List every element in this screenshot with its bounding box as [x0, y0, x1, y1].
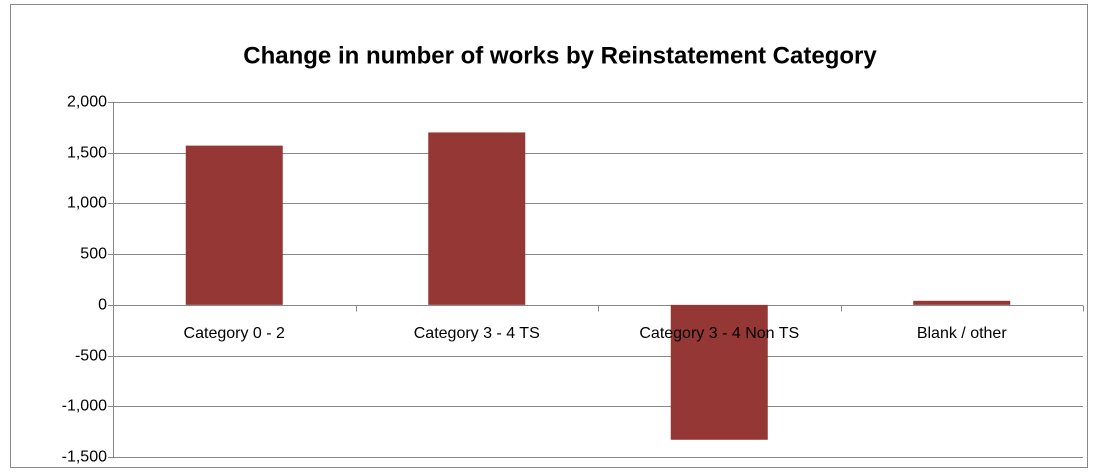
y-tick-label: -1,000: [62, 398, 107, 415]
chart-title: Change in number of works by Reinstateme…: [243, 42, 877, 69]
bar: [185, 145, 283, 305]
y-tick-label: 1,000: [67, 195, 107, 212]
bar: [670, 304, 768, 440]
x-tick-label: Blank / other: [917, 325, 1008, 342]
y-tick-label: 500: [80, 246, 107, 263]
x-tick-label: Category 3 - 4 Non TS: [639, 325, 799, 342]
y-tick-label: 1,500: [67, 145, 107, 162]
x-tick-label: Category 3 - 4 TS: [414, 325, 540, 342]
y-tick-label: -1,500: [62, 449, 107, 466]
bar: [913, 300, 1011, 305]
y-tick-label: 2,000: [67, 94, 107, 111]
y-tick-label: -500: [75, 348, 107, 365]
chart-border: [10, 4, 1088, 468]
bar: [428, 132, 526, 305]
y-tick-label: 0: [98, 297, 107, 314]
x-tick-label: Category 0 - 2: [184, 325, 285, 342]
